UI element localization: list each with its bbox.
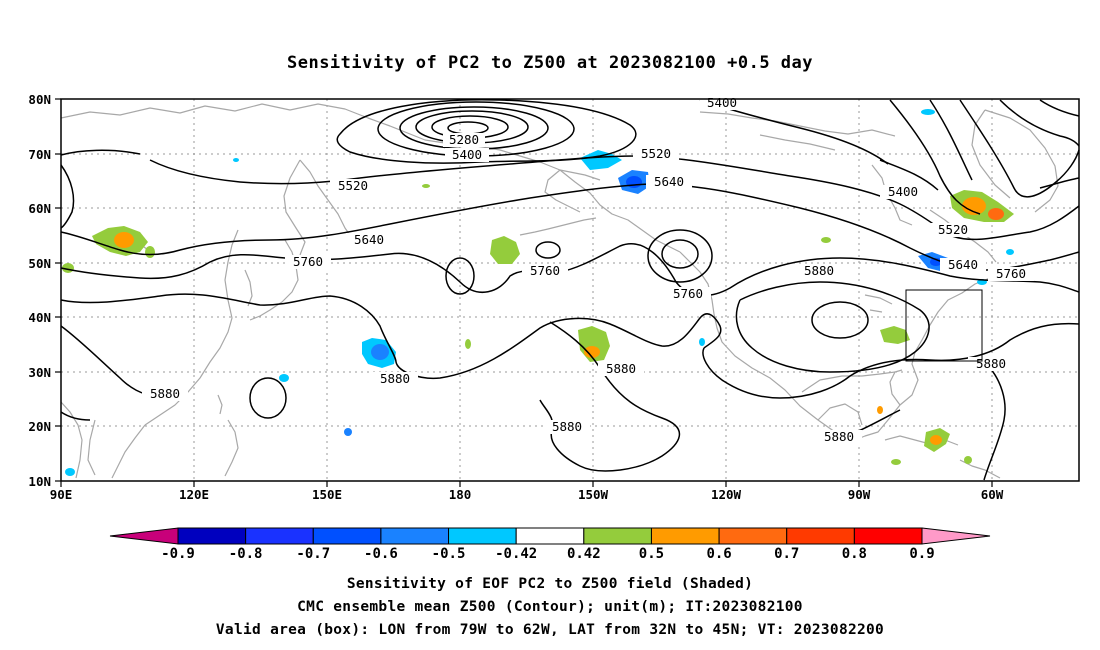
colorbar-box (380, 527, 450, 545)
contour-label: 5880 (606, 361, 636, 376)
colorbar-box (650, 527, 720, 545)
lat-label: 70N (28, 147, 51, 162)
colorbar-label: 0.5 (639, 546, 664, 562)
contour-label: 5880 (976, 356, 1006, 371)
contour-label: 5880 (824, 429, 854, 444)
latitude-labels: 80N 70N 60N 50N 40N 30N 20N 10N (28, 92, 51, 489)
caption-line-2: CMC ensemble mean Z500 (Contour); unit(m… (297, 599, 803, 615)
colorbar-label: 0.7 (774, 546, 799, 562)
lon-label: 90W (848, 487, 871, 502)
lon-label: 150W (578, 487, 609, 502)
contour-label: 5880 (552, 419, 582, 434)
captions: Sensitivity of EOF PC2 to Z500 field (Sh… (216, 576, 884, 638)
colorbar-label: 0.9 (909, 546, 934, 562)
colorbar-box (853, 527, 923, 545)
colorbar-box (245, 527, 314, 545)
colorbar-label: -0.9 (161, 546, 195, 562)
colorbar-box (786, 527, 855, 545)
colorbar-label: 0.8 (842, 546, 867, 562)
lat-label: 40N (28, 310, 51, 325)
lon-label: 150E (312, 487, 342, 502)
contour-label: 5400 (707, 95, 737, 110)
sensitivity-shading (62, 109, 1014, 476)
colorbar-low-end (109, 527, 179, 545)
lat-label: 60N (28, 201, 51, 216)
colorbar-label: -0.6 (364, 546, 398, 562)
contour-label: 5520 (938, 222, 968, 237)
contour-label: 5880 (150, 386, 180, 401)
lat-label: 80N (28, 92, 51, 107)
colorbar-box (312, 527, 382, 545)
colorbar-box (515, 527, 585, 545)
lon-label: 90E (50, 487, 73, 502)
contour-label: 5760 (293, 254, 323, 269)
colorbar-label: 0.6 (706, 546, 731, 562)
caption-line-1: Sensitivity of EOF PC2 to Z500 field (Sh… (347, 576, 753, 592)
contour-label: 5280 (449, 132, 479, 147)
colorbar-label: -0.7 (296, 546, 330, 562)
contour-labels: 5400 5280 5400 5520 5520 5640 5640 5760 … (142, 95, 1034, 444)
colorbar-label: 0.42 (567, 546, 601, 562)
contour-label: 5640 (948, 257, 978, 272)
colorbar-box (177, 527, 247, 545)
colorbar-label: -0.42 (495, 546, 537, 562)
map-frame (60, 98, 1080, 482)
colorbar: -0.9 -0.8 -0.7 -0.6 -0.5 -0.42 0.42 0.5 0.6 0.7 0.… (109, 527, 991, 562)
longitude-labels: 90E 120E 150E 180 150W 120W 90W 60W (50, 487, 1004, 502)
coastlines (60, 103, 1059, 479)
contour-label: 5760 (673, 286, 703, 301)
lat-label: 30N (28, 365, 51, 380)
valid-area-box (905, 289, 983, 362)
contour-label: 5760 (996, 266, 1026, 281)
contour-label: 5640 (654, 174, 684, 189)
lon-label: 120W (711, 487, 742, 502)
lat-label: 10N (28, 474, 51, 489)
colorbar-high-end (921, 527, 991, 545)
colorbar-boxes (177, 527, 923, 545)
colorbar-box (718, 527, 788, 545)
lat-label: 50N (28, 256, 51, 271)
contour-label: 5640 (354, 232, 384, 247)
contour-label: 5520 (338, 178, 368, 193)
contour-label: 5400 (888, 184, 918, 199)
colorbar-label: -0.8 (229, 546, 263, 562)
colorbar-box (583, 527, 652, 545)
gridlines (61, 99, 1079, 481)
axis-ticks (55, 98, 993, 487)
lon-label: 120E (179, 487, 209, 502)
contour-label: 5880 (380, 371, 410, 386)
caption-line-3: Valid area (box): LON from 79W to 62W, L… (216, 622, 884, 638)
contour-label: 5760 (530, 263, 560, 278)
contour-label: 5400 (452, 147, 482, 162)
lat-label: 20N (28, 419, 51, 434)
colorbar-labels: -0.9 -0.8 -0.7 -0.6 -0.5 -0.42 0.42 0.5 0.6 0.7 0.… (161, 546, 935, 562)
figure-title: Sensitivity of PC2 to Z500 at 2023082100… (287, 53, 813, 73)
colorbar-label: -0.5 (432, 546, 466, 562)
lon-label: 60W (981, 487, 1004, 502)
contour-label: 5520 (641, 146, 671, 161)
contour-label: 5880 (804, 263, 834, 278)
lon-label: 180 (449, 487, 472, 502)
colorbar-box (448, 527, 517, 545)
